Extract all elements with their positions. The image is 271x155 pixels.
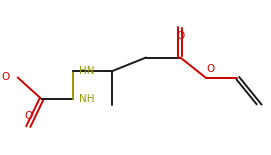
Text: NH: NH bbox=[79, 94, 94, 104]
Text: HN: HN bbox=[79, 66, 94, 76]
Text: O: O bbox=[176, 31, 185, 41]
Text: O: O bbox=[207, 64, 215, 74]
Text: O: O bbox=[2, 73, 10, 82]
Text: O: O bbox=[24, 111, 33, 120]
